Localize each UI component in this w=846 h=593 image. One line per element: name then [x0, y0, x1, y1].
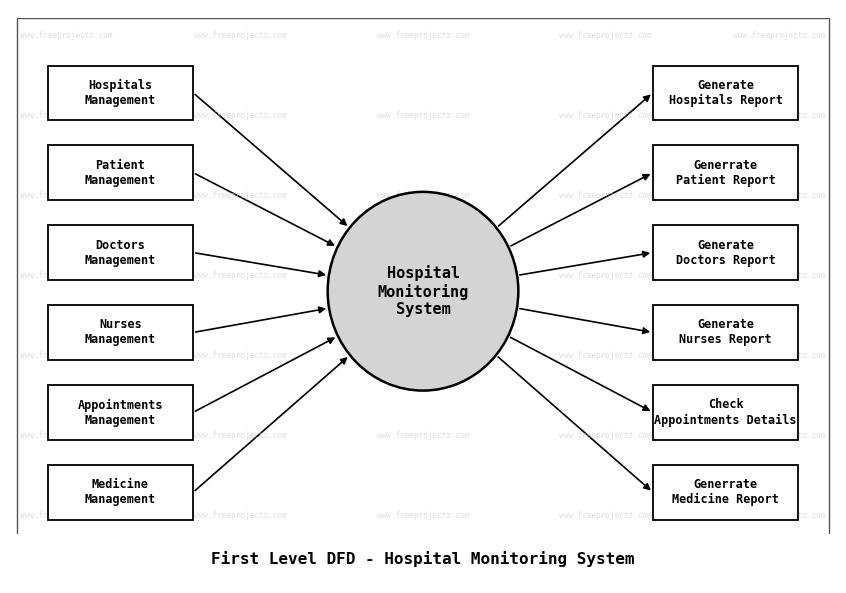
- FancyBboxPatch shape: [653, 65, 798, 120]
- Text: www.freeprojectz.com: www.freeprojectz.com: [559, 431, 651, 440]
- FancyBboxPatch shape: [653, 385, 798, 439]
- Text: www.freeprojectz.com: www.freeprojectz.com: [376, 351, 470, 360]
- Text: First Level DFD - Hospital Monitoring System: First Level DFD - Hospital Monitoring Sy…: [212, 551, 634, 568]
- FancyBboxPatch shape: [48, 145, 193, 200]
- FancyBboxPatch shape: [48, 225, 193, 280]
- Ellipse shape: [327, 192, 519, 391]
- Text: www.freeprojectz.com: www.freeprojectz.com: [733, 431, 826, 440]
- FancyBboxPatch shape: [48, 305, 193, 359]
- Text: www.freeprojectz.com: www.freeprojectz.com: [20, 431, 113, 440]
- Text: Appointments
Management: Appointments Management: [78, 398, 163, 426]
- FancyBboxPatch shape: [48, 466, 193, 519]
- Text: www.freeprojectz.com: www.freeprojectz.com: [195, 351, 287, 360]
- Text: www.freeprojectz.com: www.freeprojectz.com: [20, 111, 113, 120]
- Text: www.freeprojectz.com: www.freeprojectz.com: [559, 192, 651, 200]
- Text: www.freeprojectz.com: www.freeprojectz.com: [195, 511, 287, 520]
- FancyBboxPatch shape: [183, 543, 663, 576]
- Text: www.freeprojectz.com: www.freeprojectz.com: [376, 431, 470, 440]
- Text: Nurses
Management: Nurses Management: [85, 318, 156, 346]
- FancyBboxPatch shape: [48, 385, 193, 439]
- Text: www.freeprojectz.com: www.freeprojectz.com: [20, 351, 113, 360]
- Text: Generrate
Patient Report: Generrate Patient Report: [676, 158, 776, 187]
- FancyBboxPatch shape: [653, 145, 798, 200]
- Text: www.freeprojectz.com: www.freeprojectz.com: [733, 111, 826, 120]
- Text: www.freeprojectz.com: www.freeprojectz.com: [376, 111, 470, 120]
- Text: www.freeprojectz.com: www.freeprojectz.com: [733, 192, 826, 200]
- FancyBboxPatch shape: [653, 225, 798, 280]
- FancyBboxPatch shape: [653, 305, 798, 359]
- Text: Patient
Management: Patient Management: [85, 158, 156, 187]
- Text: www.freeprojectz.com: www.freeprojectz.com: [195, 271, 287, 280]
- Text: www.freeprojectz.com: www.freeprojectz.com: [733, 31, 826, 40]
- Text: Doctors
Management: Doctors Management: [85, 238, 156, 266]
- Text: www.freeprojectz.com: www.freeprojectz.com: [20, 271, 113, 280]
- Text: Generate
Doctors Report: Generate Doctors Report: [676, 238, 776, 266]
- FancyBboxPatch shape: [653, 466, 798, 519]
- Text: www.freeprojectz.com: www.freeprojectz.com: [195, 431, 287, 440]
- Text: www.freeprojectz.com: www.freeprojectz.com: [559, 111, 651, 120]
- Text: www.freeprojectz.com: www.freeprojectz.com: [195, 192, 287, 200]
- Text: www.freeprojectz.com: www.freeprojectz.com: [20, 192, 113, 200]
- Text: www.freeprojectz.com: www.freeprojectz.com: [733, 511, 826, 520]
- Text: www.freeprojectz.com: www.freeprojectz.com: [733, 271, 826, 280]
- Text: Hospitals
Management: Hospitals Management: [85, 78, 156, 107]
- Text: www.freeprojectz.com: www.freeprojectz.com: [20, 31, 113, 40]
- Text: www.freeprojectz.com: www.freeprojectz.com: [559, 31, 651, 40]
- Text: Check
Appointments Details: Check Appointments Details: [654, 398, 797, 426]
- Text: www.freeprojectz.com: www.freeprojectz.com: [195, 31, 287, 40]
- FancyBboxPatch shape: [48, 65, 193, 120]
- Text: Hospital
Monitoring
System: Hospital Monitoring System: [377, 265, 469, 317]
- Text: Generrate
Medicine Report: Generrate Medicine Report: [673, 479, 779, 506]
- Text: www.freeprojectz.com: www.freeprojectz.com: [559, 511, 651, 520]
- Text: www.freeprojectz.com: www.freeprojectz.com: [559, 271, 651, 280]
- Text: www.freeprojectz.com: www.freeprojectz.com: [195, 111, 287, 120]
- Text: www.freeprojectz.com: www.freeprojectz.com: [733, 351, 826, 360]
- Text: www.freeprojectz.com: www.freeprojectz.com: [376, 271, 470, 280]
- Text: www.freeprojectz.com: www.freeprojectz.com: [376, 31, 470, 40]
- Text: www.freeprojectz.com: www.freeprojectz.com: [376, 511, 470, 520]
- Text: www.freeprojectz.com: www.freeprojectz.com: [559, 351, 651, 360]
- Text: Generate
Nurses Report: Generate Nurses Report: [679, 318, 772, 346]
- Text: www.freeprojectz.com: www.freeprojectz.com: [376, 192, 470, 200]
- Text: Medicine
Management: Medicine Management: [85, 479, 156, 506]
- Text: Generate
Hospitals Report: Generate Hospitals Report: [668, 78, 783, 107]
- Text: www.freeprojectz.com: www.freeprojectz.com: [20, 511, 113, 520]
